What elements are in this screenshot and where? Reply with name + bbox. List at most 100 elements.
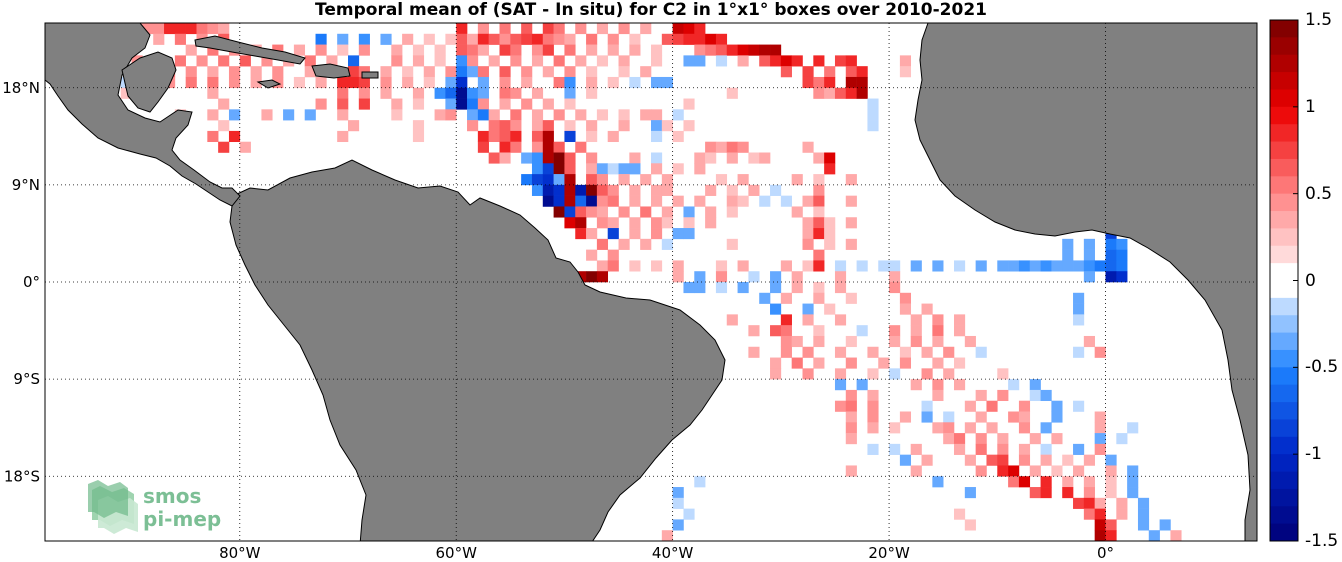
anomaly-cell bbox=[834, 55, 847, 67]
anomaly-cell bbox=[1105, 519, 1117, 531]
anomaly-cell bbox=[531, 44, 544, 56]
anomaly-cell bbox=[802, 228, 814, 240]
anomaly-cell bbox=[564, 120, 576, 132]
colorbar-step bbox=[1270, 367, 1298, 386]
anomaly-cell bbox=[867, 368, 879, 380]
anomaly-cell bbox=[510, 141, 522, 153]
anomaly-cell bbox=[618, 109, 630, 121]
longitude-tick-label: 40°W bbox=[652, 544, 694, 562]
anomaly-cell bbox=[683, 120, 695, 132]
anomaly-cell bbox=[1040, 422, 1052, 434]
anomaly-cell bbox=[759, 44, 771, 56]
anomaly-cell bbox=[813, 184, 825, 196]
anomaly-cell bbox=[845, 76, 857, 89]
anomaly-cell bbox=[705, 141, 717, 153]
anomaly-cell bbox=[596, 109, 609, 121]
anomaly-cell bbox=[943, 411, 955, 423]
anomaly-cell bbox=[899, 346, 912, 358]
anomaly-cell bbox=[423, 76, 435, 89]
anomaly-cell bbox=[683, 282, 695, 294]
anomaly-cell bbox=[791, 335, 803, 348]
anomaly-cell bbox=[791, 271, 803, 283]
anomaly-cell bbox=[1083, 487, 1095, 499]
anomaly-cell bbox=[715, 33, 728, 45]
anomaly-cell bbox=[542, 23, 554, 35]
anomaly-cell bbox=[348, 76, 360, 89]
anomaly-cell bbox=[910, 465, 922, 477]
anomaly-cell bbox=[575, 217, 587, 229]
anomaly-cell bbox=[456, 33, 468, 45]
anomaly-cell bbox=[542, 33, 554, 45]
anomaly-cell bbox=[834, 368, 847, 380]
anomaly-cell bbox=[672, 497, 684, 509]
anomaly-cell bbox=[1105, 238, 1117, 250]
anomaly-cell bbox=[661, 33, 673, 45]
anomaly-cell bbox=[845, 357, 857, 369]
anomaly-cell bbox=[1105, 487, 1117, 499]
anomaly-cell bbox=[586, 33, 598, 45]
anomaly-cell bbox=[651, 120, 663, 132]
latitude-ticks: 18°N 9°N 0° 9°S 18°S bbox=[2, 79, 40, 486]
anomaly-cell bbox=[164, 23, 176, 35]
anomaly-cell bbox=[651, 184, 663, 196]
anomaly-cell bbox=[726, 44, 738, 56]
anomaly-cell bbox=[531, 152, 544, 164]
anomaly-cell bbox=[1094, 519, 1106, 531]
anomaly-cell bbox=[467, 109, 479, 121]
anomaly-cell bbox=[834, 346, 847, 358]
anomaly-cell bbox=[672, 163, 684, 175]
anomaly-cell bbox=[564, 130, 576, 143]
anomaly-cell bbox=[954, 325, 966, 337]
anomaly-cell bbox=[564, 152, 576, 164]
anomaly-cell bbox=[315, 76, 327, 89]
anomaly-cell bbox=[629, 260, 641, 272]
anomaly-cell bbox=[802, 314, 814, 326]
anomaly-cell bbox=[802, 346, 814, 358]
anomaly-cell bbox=[954, 443, 966, 455]
anomaly-cell bbox=[445, 33, 457, 45]
anomaly-cell bbox=[510, 109, 522, 121]
anomaly-cell bbox=[1008, 476, 1020, 488]
anomaly-cell bbox=[542, 184, 554, 196]
anomaly-cell bbox=[1062, 487, 1074, 499]
anomaly-cell bbox=[1073, 497, 1085, 509]
anomaly-cell bbox=[780, 55, 792, 67]
anomaly-cell bbox=[542, 120, 554, 132]
anomaly-cell bbox=[586, 66, 598, 78]
latitude-tick-label: 18°S bbox=[4, 467, 40, 485]
anomaly-cell bbox=[845, 335, 857, 348]
colorbar-step bbox=[1270, 89, 1298, 108]
land-mask bbox=[45, 23, 1257, 541]
anomaly-cell bbox=[694, 476, 706, 488]
anomaly-cell bbox=[705, 152, 717, 164]
anomaly-cell bbox=[456, 98, 468, 110]
anomaly-cell bbox=[964, 335, 976, 348]
anomaly-cell bbox=[1051, 411, 1063, 423]
anomaly-cell bbox=[651, 163, 663, 175]
anomaly-cell bbox=[910, 325, 922, 337]
puerto-rico-island bbox=[361, 71, 379, 79]
anomaly-cell bbox=[1051, 400, 1063, 412]
anomaly-cell bbox=[964, 519, 976, 531]
anomaly-cell bbox=[824, 163, 836, 175]
anomaly-cell bbox=[564, 33, 576, 45]
anomaly-cell bbox=[596, 271, 609, 283]
anomaly-cell bbox=[1040, 443, 1052, 455]
colorbar bbox=[1269, 19, 1299, 542]
anomaly-cell bbox=[694, 55, 706, 67]
anomaly-cell bbox=[218, 55, 230, 67]
anomaly-cell bbox=[1029, 379, 1041, 391]
anomaly-cell bbox=[337, 33, 349, 45]
anomaly-cell bbox=[726, 87, 738, 99]
anomaly-cell bbox=[640, 238, 652, 250]
cuba-island bbox=[194, 35, 306, 65]
anomaly-cell bbox=[607, 130, 619, 143]
anomaly-cell bbox=[348, 55, 360, 67]
anomaly-cell bbox=[531, 109, 544, 121]
anomaly-cell bbox=[553, 206, 565, 218]
anomaly-cell bbox=[531, 33, 544, 45]
anomaly-cell bbox=[1116, 238, 1128, 250]
anomaly-cell bbox=[802, 368, 814, 380]
anomaly-cell bbox=[921, 346, 933, 358]
anomaly-cell bbox=[564, 66, 576, 78]
